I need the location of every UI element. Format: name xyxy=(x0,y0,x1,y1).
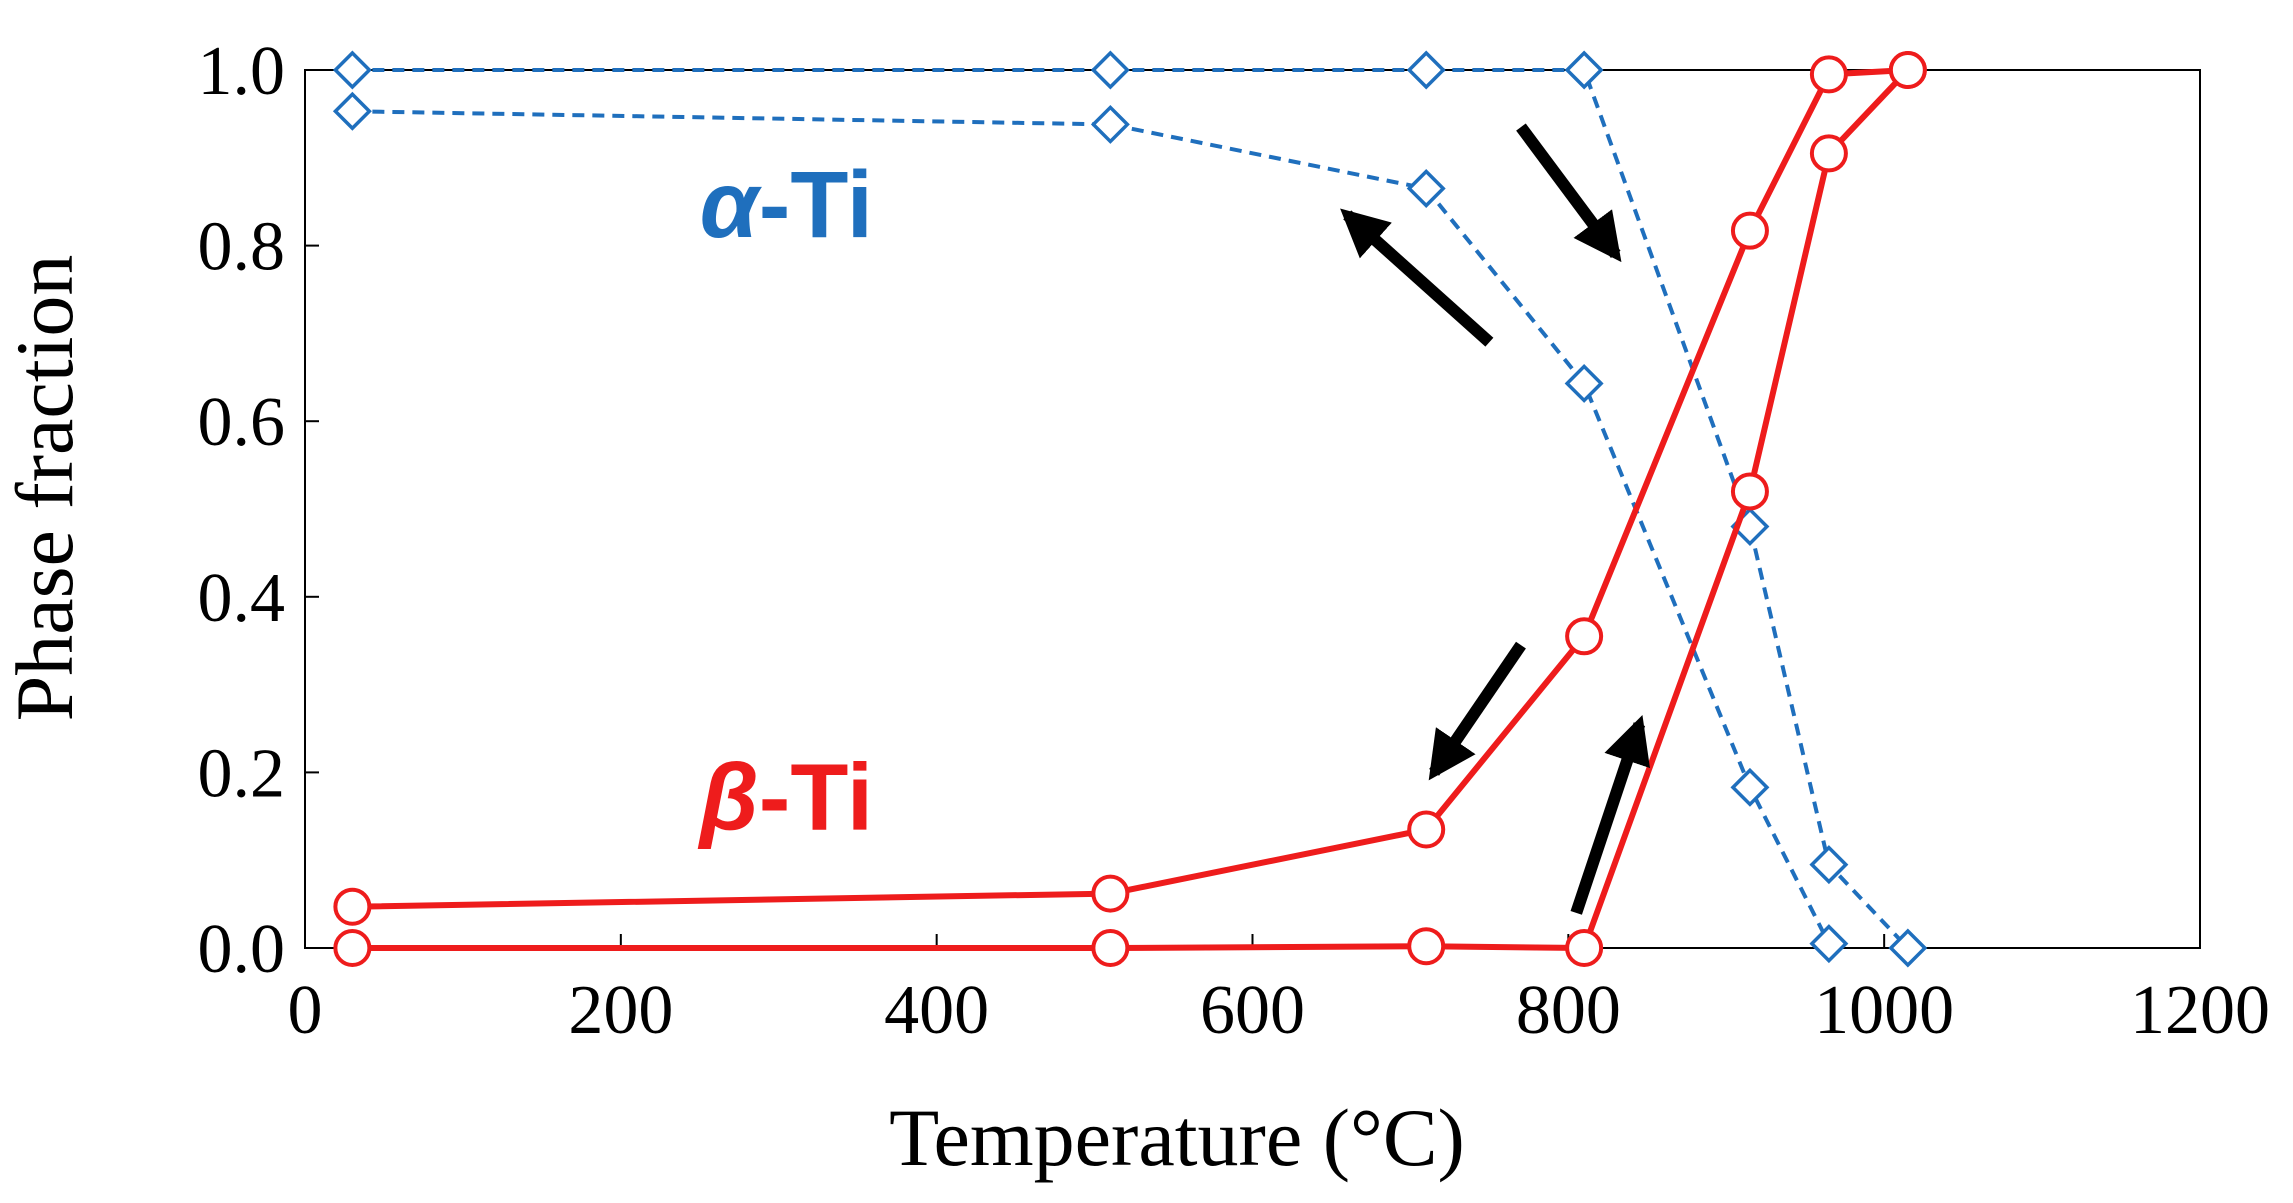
data-point xyxy=(1809,845,1849,885)
beta-cooling-arrow xyxy=(1428,641,1526,781)
y-tick-label: 0.2 xyxy=(198,735,286,812)
data-point xyxy=(332,50,372,90)
beta-heating-arrow xyxy=(1570,715,1650,915)
x-tick-label: 600 xyxy=(1200,972,1305,1049)
beta-ti-label: β-Ti xyxy=(697,744,873,850)
series-alpha-0 xyxy=(332,50,1928,968)
alpha-ti-label: α-Ti xyxy=(700,152,873,258)
y-tick-label: 1.0 xyxy=(198,33,286,110)
x-tick-label: 800 xyxy=(1516,972,1621,1049)
data-point xyxy=(1406,169,1446,209)
beta-symbol: β xyxy=(697,744,759,850)
tick-labels: 0 200 400 600 800 1000 1200 0.0 0.2 0.4 0.6 0.8 1.0 xyxy=(198,33,2271,1049)
beta-ti-text: -Ti xyxy=(759,744,873,850)
alpha-heating-arrow xyxy=(1516,123,1622,263)
series-beta-3 xyxy=(333,51,1927,926)
y-tick-label: 0.8 xyxy=(198,209,286,286)
y-tick-label: 0.0 xyxy=(198,911,286,988)
data-point xyxy=(1809,924,1849,964)
data-point xyxy=(1730,767,1770,807)
data-point xyxy=(1091,929,1130,967)
data-point xyxy=(1090,104,1130,144)
data-point xyxy=(1564,363,1604,403)
data-point xyxy=(1809,134,1848,173)
x-tick-label: 1200 xyxy=(2130,972,2270,1049)
y-axis-title: Phase fraction xyxy=(0,255,90,722)
data-point xyxy=(1091,874,1130,913)
y-tick-label: 0.4 xyxy=(198,560,286,637)
data-point xyxy=(1730,472,1769,511)
data-point xyxy=(1407,810,1446,849)
data-point xyxy=(1888,928,1928,968)
data-point xyxy=(1565,929,1604,967)
data-point xyxy=(1888,51,1927,89)
arrow-layer xyxy=(1340,123,1650,915)
series-line xyxy=(352,109,1831,945)
data-point xyxy=(1809,55,1848,94)
x-tick-label: 1000 xyxy=(1814,972,1954,1049)
data-point xyxy=(1564,50,1604,90)
y-tick-label: 0.6 xyxy=(198,384,286,461)
x-tick-label: 400 xyxy=(884,972,989,1049)
data-point xyxy=(333,929,372,967)
data-point xyxy=(1565,617,1604,656)
x-tick-label: 200 xyxy=(568,972,673,1049)
series-layer xyxy=(332,50,1928,968)
series-labels: α-Tiβ-Ti xyxy=(697,152,873,851)
data-point xyxy=(333,887,372,926)
data-point xyxy=(1730,211,1769,250)
x-tick-label: 0 xyxy=(288,972,323,1049)
data-point xyxy=(332,91,372,131)
data-point xyxy=(1406,50,1446,90)
alpha-ti-text: -Ti xyxy=(759,152,873,258)
data-point xyxy=(1407,927,1446,966)
alpha-cooling-arrow xyxy=(1340,208,1494,347)
series-alpha-1 xyxy=(332,91,1849,964)
alpha-symbol: α xyxy=(700,152,763,258)
data-point xyxy=(1090,50,1130,90)
x-axis-title: Temperature (°C) xyxy=(889,1092,1465,1183)
